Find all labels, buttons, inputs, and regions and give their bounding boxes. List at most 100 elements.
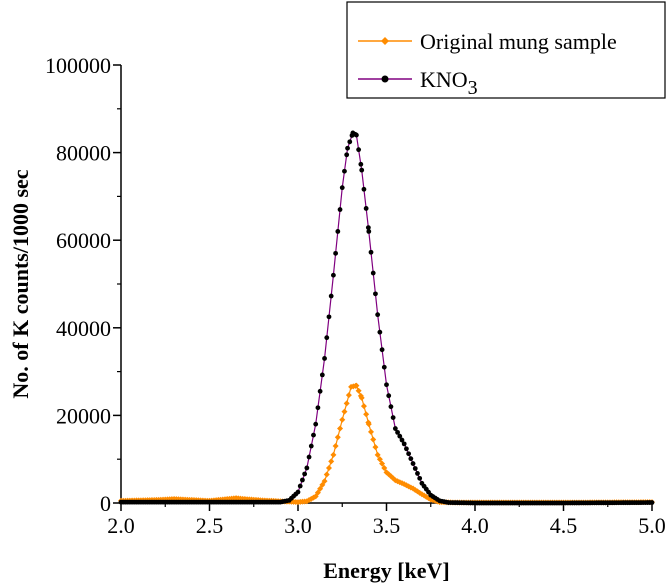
data-point [347, 139, 353, 145]
data-point [328, 458, 335, 465]
data-point [331, 272, 336, 278]
y-axis-ticks: 0 20000 40000 60000 80000 100000 [45, 53, 121, 516]
axes [120, 65, 652, 504]
data-point [365, 225, 371, 231]
data-point [376, 456, 383, 463]
data-point [339, 185, 345, 191]
data-point [355, 387, 362, 394]
data-point [343, 400, 350, 407]
data-point [379, 460, 386, 467]
data-point [344, 152, 350, 158]
x-axis-ticks: 2.0 2.5 3.0 3.5 4.0 4.5 5.0 [107, 503, 666, 538]
data-point [342, 168, 347, 174]
data-point [325, 464, 332, 471]
legend-label: Original mung sample [420, 29, 617, 54]
legend-item: Original mung sample [358, 29, 617, 54]
y-tick-label: 40000 [56, 316, 111, 341]
data-point [390, 415, 396, 420]
data-point [300, 477, 305, 483]
series-kno3 [118, 130, 655, 506]
legend-item: KNO3 [358, 67, 478, 99]
data-point [337, 425, 344, 432]
legend-box [346, 1, 666, 99]
data-point [417, 475, 423, 481]
data-point [308, 443, 314, 449]
data-point [321, 478, 328, 485]
y-tick-label: 100000 [45, 53, 111, 78]
x-tick-label: 2.5 [196, 513, 224, 538]
data-point [388, 404, 394, 410]
data-point [370, 270, 376, 276]
data-point [354, 132, 359, 138]
data-point [392, 426, 398, 431]
series-original-mung-sample [118, 382, 655, 506]
data-point [319, 372, 325, 378]
data-point [399, 437, 405, 443]
data-point [319, 481, 326, 488]
legend-swatch-marker [381, 37, 389, 45]
data-point [406, 451, 412, 457]
x-tick-label: 5.0 [638, 513, 666, 538]
data-point [333, 250, 339, 256]
data-point [649, 500, 655, 505]
x-tick-label: 3.0 [284, 513, 312, 538]
x-axis-title: Energy [keV] [323, 558, 449, 583]
series-line [120, 384, 653, 504]
data-point [317, 485, 324, 492]
y-tick-label: 60000 [56, 228, 111, 253]
data-point [332, 443, 339, 450]
x-tick-label: 4.5 [550, 513, 578, 538]
data-point [358, 394, 365, 401]
data-point [386, 393, 392, 399]
data-point [363, 206, 369, 211]
y-tick-label: 80000 [56, 141, 111, 166]
legend: Original mung sample KNO3 [346, 1, 666, 99]
series-line [121, 131, 653, 504]
data-point [368, 428, 375, 435]
data-point [304, 465, 310, 471]
data-point [322, 356, 327, 361]
y-axis-title: No. of K counts/1000 sec [8, 169, 33, 398]
data-point [312, 493, 319, 500]
data-point [315, 405, 321, 411]
data-point [356, 147, 362, 153]
data-point [368, 249, 374, 255]
data-point [377, 329, 383, 335]
data-point [339, 416, 346, 423]
data-point [366, 229, 372, 234]
data-point [353, 382, 360, 389]
data-point [323, 471, 330, 478]
data-point [361, 186, 367, 192]
data-point [365, 421, 372, 428]
data-point [302, 471, 308, 477]
data-point [345, 145, 350, 151]
data-point [408, 456, 414, 462]
data-point [341, 408, 348, 415]
data-point [384, 382, 389, 388]
data-point [360, 403, 367, 410]
data-point [326, 314, 332, 320]
data-point [373, 291, 378, 297]
data-point [334, 434, 341, 441]
x-tick-label: 2.0 [107, 513, 135, 538]
data-point [370, 436, 377, 443]
data-point [410, 461, 416, 466]
data-point [404, 446, 409, 452]
data-point [306, 454, 312, 460]
data-point [335, 229, 341, 234]
x-tick-label: 3.5 [373, 513, 401, 538]
x-tick-label: 4.0 [461, 513, 489, 538]
data-point [328, 293, 334, 299]
data-point [345, 392, 352, 399]
y-tick-label: 20000 [56, 403, 111, 428]
data-point [311, 432, 316, 438]
data-point [397, 433, 403, 439]
data-point [401, 441, 407, 447]
y-tick-label: 0 [100, 491, 111, 516]
data-point [412, 466, 418, 471]
data-point [395, 429, 400, 435]
data-point [337, 207, 343, 212]
data-point [295, 489, 301, 495]
legend-swatch-marker [381, 75, 389, 83]
